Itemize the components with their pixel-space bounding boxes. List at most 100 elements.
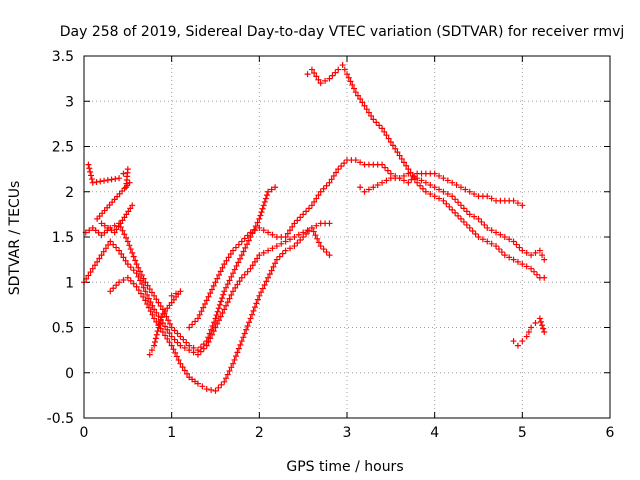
data-point bbox=[403, 162, 410, 169]
data-point bbox=[180, 336, 187, 343]
data-point bbox=[532, 319, 539, 326]
data-point bbox=[243, 326, 250, 333]
data-point bbox=[155, 324, 162, 331]
data-point bbox=[303, 230, 310, 237]
data-point bbox=[254, 255, 261, 262]
data-point bbox=[320, 185, 327, 192]
data-point bbox=[130, 267, 137, 274]
data-point bbox=[140, 284, 147, 291]
data-point bbox=[268, 267, 275, 274]
data-point bbox=[203, 297, 210, 304]
data-point bbox=[226, 277, 233, 284]
data-point bbox=[168, 333, 175, 340]
data-point bbox=[102, 245, 109, 252]
data-point bbox=[108, 176, 115, 183]
data-point bbox=[190, 349, 197, 356]
data-point bbox=[86, 165, 93, 172]
y-tick-label: 0 bbox=[65, 366, 74, 382]
x-tick-label: 4 bbox=[430, 425, 439, 441]
data-point bbox=[201, 300, 208, 307]
data-point bbox=[444, 191, 451, 198]
data-point bbox=[226, 295, 233, 302]
data-point bbox=[419, 185, 426, 192]
data-point bbox=[228, 291, 235, 298]
data-point bbox=[533, 271, 540, 278]
data-point bbox=[536, 315, 543, 322]
data-point bbox=[148, 347, 155, 354]
data-point bbox=[137, 268, 144, 275]
data-point bbox=[215, 305, 222, 312]
data-point bbox=[306, 227, 313, 234]
y-tick-label: 0.5 bbox=[52, 321, 74, 337]
data-point bbox=[208, 386, 215, 393]
data-point bbox=[186, 324, 193, 331]
data-point bbox=[256, 292, 263, 299]
data-point bbox=[192, 318, 199, 325]
data-point bbox=[120, 170, 127, 177]
data-point bbox=[444, 177, 451, 184]
data-point bbox=[475, 215, 482, 222]
data-point bbox=[247, 229, 254, 236]
data-point bbox=[138, 281, 145, 288]
series-track-c bbox=[107, 224, 333, 394]
data-point bbox=[145, 304, 152, 311]
data-point bbox=[513, 241, 520, 248]
data-point bbox=[214, 320, 221, 327]
data-point bbox=[217, 313, 224, 320]
data-point bbox=[228, 273, 235, 280]
data-point bbox=[151, 315, 158, 322]
data-point bbox=[125, 208, 132, 215]
data-point bbox=[151, 342, 158, 349]
data-point bbox=[203, 386, 210, 393]
data-point bbox=[234, 349, 241, 356]
data-point bbox=[345, 74, 352, 81]
data-point bbox=[463, 221, 470, 228]
y-tick-label: 2.5 bbox=[52, 140, 74, 156]
data-point bbox=[164, 335, 171, 342]
data-point bbox=[457, 202, 464, 209]
data-point bbox=[158, 314, 165, 321]
x-tick-label: 1 bbox=[167, 425, 176, 441]
data-point bbox=[221, 378, 228, 385]
data-point bbox=[379, 125, 386, 132]
data-point bbox=[252, 223, 259, 230]
data-point bbox=[228, 364, 235, 371]
data-point bbox=[116, 279, 123, 286]
data-point bbox=[278, 240, 285, 247]
data-point bbox=[137, 277, 144, 284]
data-point bbox=[294, 217, 301, 224]
data-point bbox=[365, 186, 372, 193]
data-point bbox=[142, 297, 149, 304]
data-point bbox=[531, 268, 538, 275]
data-point bbox=[162, 323, 169, 330]
data-point bbox=[287, 236, 294, 243]
axis-ticks: 0 1 2 3 4 5 6 -0.5 0 0.5 1 1.5 2 2.5 3 3.5 bbox=[47, 49, 615, 441]
data-point bbox=[122, 257, 129, 264]
data-point bbox=[217, 268, 224, 275]
data-point bbox=[260, 249, 267, 256]
data-point bbox=[427, 191, 434, 198]
data-point bbox=[98, 220, 105, 227]
grid bbox=[84, 56, 610, 418]
data-point bbox=[212, 387, 219, 394]
data-point bbox=[265, 247, 272, 254]
data-point bbox=[471, 213, 478, 220]
data-point bbox=[153, 331, 160, 338]
data-point bbox=[177, 342, 184, 349]
data-point bbox=[315, 192, 322, 199]
data-point bbox=[120, 276, 127, 283]
data-point bbox=[93, 179, 100, 186]
data-point bbox=[326, 220, 333, 227]
data-point bbox=[313, 222, 320, 229]
data-point bbox=[247, 265, 254, 272]
data-point bbox=[132, 257, 139, 264]
data-point bbox=[528, 324, 535, 331]
data-point bbox=[347, 78, 354, 85]
data-point bbox=[238, 274, 245, 281]
data-point bbox=[221, 261, 228, 268]
data-point bbox=[313, 73, 320, 80]
data-point bbox=[213, 312, 220, 319]
data-point bbox=[147, 308, 154, 315]
data-point bbox=[344, 71, 350, 78]
data-point bbox=[123, 234, 130, 241]
